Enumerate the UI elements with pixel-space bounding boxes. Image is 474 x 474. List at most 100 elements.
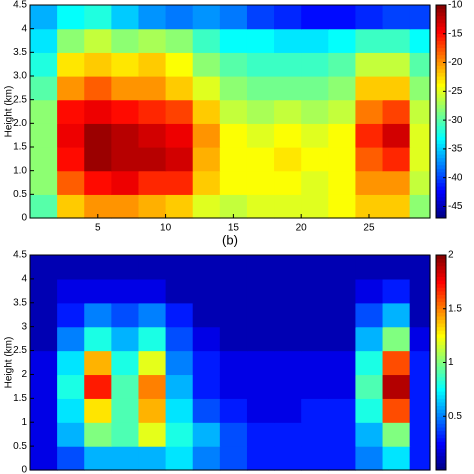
contour-cell — [219, 52, 248, 77]
contour-cell — [301, 326, 329, 352]
contour-cell — [355, 374, 384, 399]
colorbar-segment — [436, 412, 446, 417]
contour-cell — [246, 350, 275, 376]
contour-cell — [30, 76, 58, 101]
colorbar-segment — [436, 210, 446, 215]
contour-cell — [138, 147, 167, 172]
colorbar-segment — [436, 157, 446, 162]
contour-cell — [409, 398, 431, 423]
contour-cell — [274, 170, 302, 195]
contour-cell — [111, 255, 140, 280]
contour-cell — [274, 5, 302, 30]
contour-cell — [84, 28, 112, 53]
colorbar-tick-label: 2 — [448, 250, 454, 261]
contour-cell — [30, 28, 58, 53]
colorbar-segment — [436, 323, 446, 328]
contour-cell — [138, 350, 167, 376]
colorbar-segment — [436, 333, 446, 338]
panel-title: (b) — [222, 232, 238, 247]
contour-cell — [84, 147, 112, 172]
contour-cell — [382, 446, 411, 471]
contour-cell — [57, 350, 85, 376]
contour-cell — [165, 255, 194, 280]
colorbar-segment — [436, 398, 446, 403]
colorbar-segment — [436, 12, 446, 17]
contour-cell — [409, 147, 431, 172]
colorbar-segment — [436, 366, 446, 371]
contour-cell — [382, 194, 411, 219]
contour-cell — [192, 374, 221, 399]
contour-cell — [165, 350, 194, 376]
contour-cell — [111, 326, 140, 352]
contour-cell — [219, 422, 248, 447]
colorbar-segment — [436, 175, 446, 180]
y-axis-label: Height (km) — [4, 337, 15, 389]
colorbar-segment — [436, 269, 446, 274]
contour-cell — [57, 123, 85, 148]
contour-cell — [328, 147, 357, 172]
colorbar-segment — [436, 161, 446, 166]
contour-cell — [301, 278, 329, 304]
colorbar-segment — [436, 287, 446, 292]
colorbar-segment — [436, 376, 446, 381]
contour-cell — [328, 278, 357, 304]
contour-cell — [138, 123, 167, 148]
colorbar-segment — [436, 419, 446, 424]
colorbar-segment — [436, 255, 446, 260]
contour-cell — [328, 255, 357, 280]
colorbar-segment — [436, 409, 446, 414]
contour-cell — [274, 422, 302, 447]
contour-cell — [165, 446, 194, 471]
contour-cell — [138, 278, 167, 304]
colorbar-segment — [436, 348, 446, 353]
colorbar-segment — [436, 40, 446, 45]
contour-cell — [192, 326, 221, 352]
colorbar-segment — [436, 280, 446, 285]
contour-cell — [192, 278, 221, 304]
colorbar-segment — [436, 416, 446, 421]
y-tick-label: 3 — [21, 321, 27, 332]
colorbar-segment — [436, 358, 446, 363]
y-tick-label: 1.5 — [13, 142, 27, 153]
contour-cell — [219, 278, 248, 304]
contour-cell — [84, 350, 112, 376]
contour-cell — [57, 194, 85, 219]
contour-cell — [382, 398, 411, 423]
contour-cell — [328, 5, 357, 30]
contour-cell — [355, 76, 384, 101]
contour-cell — [138, 99, 167, 124]
contour-cell — [84, 255, 112, 280]
colorbar-segment — [436, 394, 446, 399]
contour-cell — [409, 52, 431, 77]
contour-cell — [301, 255, 329, 280]
colorbar-tick-label: 0.5 — [448, 411, 462, 422]
contour-cell — [111, 278, 140, 304]
colorbar-segment — [436, 272, 446, 277]
contour-cell — [165, 99, 194, 124]
contour-cell — [219, 255, 248, 280]
y-tick-label: 1.0 — [13, 165, 27, 176]
x-tick-label: 10 — [160, 223, 172, 234]
contour-cell — [382, 123, 411, 148]
contour-cell — [111, 99, 140, 124]
contour-cell — [274, 446, 302, 471]
colorbar-segment — [436, 132, 446, 137]
colorbar-segment — [436, 401, 446, 406]
contour-cell — [57, 398, 85, 423]
contour-cell — [30, 52, 58, 77]
contour-cell — [192, 99, 221, 124]
contour-cell — [57, 278, 85, 304]
colorbar-segment — [436, 330, 446, 335]
contour-cell — [246, 278, 275, 304]
contour-cell — [274, 28, 302, 53]
contour-cell — [165, 76, 194, 101]
contour-cell — [192, 302, 221, 328]
contour-cell — [382, 350, 411, 376]
contour-cell — [409, 350, 431, 376]
colorbar-segment — [436, 344, 446, 349]
x-tick-label: 20 — [296, 223, 308, 234]
contour-cell — [328, 302, 357, 328]
contour-cell — [274, 194, 302, 219]
contour-cell — [219, 28, 248, 53]
contour-cell — [219, 99, 248, 124]
